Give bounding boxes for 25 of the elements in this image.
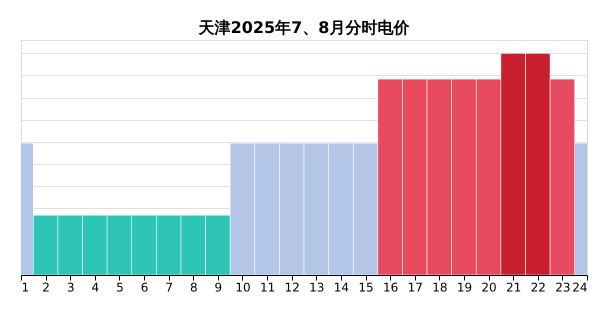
x-tick-label: 10 xyxy=(235,280,251,294)
x-tick-label: 19 xyxy=(456,280,472,294)
x-tick-label: 21 xyxy=(506,280,522,294)
x-tick-label: 3 xyxy=(66,280,75,294)
x-tick-label: 16 xyxy=(382,280,398,294)
x-tick-label: 2 xyxy=(42,280,50,294)
x-tick-label: 1 xyxy=(22,280,30,294)
x-tick-label: 13 xyxy=(309,280,324,294)
x-tick-label: 20 xyxy=(481,280,497,294)
x-tick-label: 5 xyxy=(116,280,124,294)
x-tick-label: 15 xyxy=(358,280,374,294)
x-tick-label: 11 xyxy=(260,280,276,294)
x-tick-label: 18 xyxy=(432,280,448,294)
x-tick-label: 23 xyxy=(555,280,571,294)
x-tick-label: 14 xyxy=(334,280,350,294)
x-tick-label: 17 xyxy=(408,280,423,294)
x-tick-label: 22 xyxy=(530,280,546,294)
x-tick-label: 4 xyxy=(92,280,100,294)
x-tick-label: 12 xyxy=(284,280,300,294)
x-tick-label: 24 xyxy=(572,280,588,294)
x-tick-label: 6 xyxy=(140,280,148,294)
x-tick-label: 7 xyxy=(165,280,173,294)
chart-title: 天津2025年7、8月分时电价 xyxy=(198,18,410,37)
x-tick-label: 8 xyxy=(190,280,198,294)
x-tick-label: 9 xyxy=(214,280,222,294)
